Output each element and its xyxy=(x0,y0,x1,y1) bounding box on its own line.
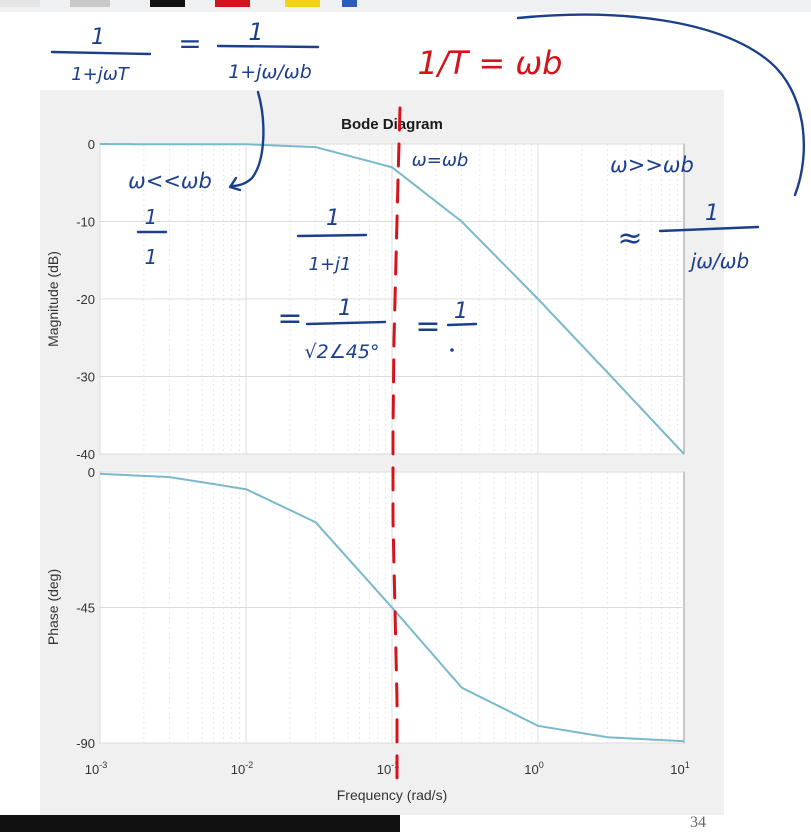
y-tick-label: 0 xyxy=(88,137,95,152)
phase-curve xyxy=(99,472,685,743)
magnitude-curve xyxy=(100,143,685,455)
mid2-numerator: 1 xyxy=(338,296,352,321)
mid3-fraction-bar xyxy=(446,322,478,327)
high-approx-sign: ≈ xyxy=(617,221,642,256)
color-swatch-yellow[interactable] xyxy=(285,0,320,7)
bottom-caption-bar xyxy=(0,815,400,832)
eq-left-denominator: 1+jωT xyxy=(71,64,131,85)
annotation-w-equal-wb: ω=ωb xyxy=(412,150,469,171)
color-swatch-blue[interactable] xyxy=(342,0,357,7)
top-toolbar-strip xyxy=(0,0,811,12)
eq-equals-sign: = xyxy=(178,27,201,60)
color-swatch-red[interactable] xyxy=(215,0,250,7)
mid-frequency-result: = 1 xyxy=(415,299,478,352)
annotation-breakpoint-equation: 1/T = ωb xyxy=(418,44,563,82)
x-tick-label: 10-3 xyxy=(85,760,107,777)
arrow-head-low-frequency xyxy=(228,176,242,192)
annotation-w-much-less-wb: ω<<ωb xyxy=(128,169,212,193)
magnitude-y-ticks: 0 -10 -20 -30 -40 xyxy=(76,137,95,462)
x-tick-label: 100 xyxy=(524,760,543,777)
mid3-denominator-dot xyxy=(450,348,454,352)
mid-denominator: 1+j1 xyxy=(309,254,352,275)
mid2-equals: = xyxy=(277,301,302,336)
color-swatch-gray[interactable] xyxy=(70,0,110,7)
eq-right-fraction-bar xyxy=(216,44,320,49)
eq-left-fraction-bar xyxy=(50,50,152,56)
page-number: 34 xyxy=(690,814,706,831)
y-tick-label: -10 xyxy=(76,215,95,230)
high-frequency-value: ≈ 1 jω/ωb xyxy=(617,201,760,273)
magnitude-y-axis-label: Magnitude (dB) xyxy=(45,251,61,347)
transfer-function-left: 1 1+jωT xyxy=(50,25,152,85)
arrow-to-low-frequency xyxy=(230,90,265,188)
chart-title: Bode Diagram xyxy=(341,116,443,133)
mid3-numerator: 1 xyxy=(454,299,468,324)
low-frequency-value: 1 1 xyxy=(136,205,168,269)
phase-axes: 0 -45 -90 10-3 10-2 10-1 100 101 Phase (deg) F… xyxy=(45,465,690,803)
x-tick-label: 10-2 xyxy=(231,760,253,777)
eq-left-numerator: 1 xyxy=(91,25,105,50)
arc-to-high-frequency xyxy=(516,13,805,197)
red-annotations: 1/T = ωb xyxy=(391,44,563,782)
mid-frequency-value: 1 1+j1 xyxy=(296,206,368,275)
low-denominator: 1 xyxy=(145,245,158,269)
phase-y-axis-label: Phase (deg) xyxy=(45,569,61,645)
high-fraction-bar xyxy=(658,225,760,233)
handwritten-annotations: 1 1+jωT = 1 1+jω/ωb ω<<ωb ω=ωb ω>>ωb 1 1… xyxy=(50,13,805,363)
frequency-x-ticks: 10-3 10-2 10-1 100 101 xyxy=(85,760,690,777)
breakpoint-dashed-line xyxy=(391,106,402,782)
eq-right-denominator: 1+jω/ωb xyxy=(228,61,312,83)
transfer-function-right: 1 1+jω/ωb xyxy=(216,18,320,83)
magnitude-axes: 0 -10 -20 -30 -40 Bode Diagram Magnitude (dB… xyxy=(45,116,685,462)
y-tick-label: -30 xyxy=(76,370,95,385)
magnitude-grid xyxy=(99,143,684,455)
mid-frequency-polar: = 1 √2∠45° xyxy=(277,296,387,363)
color-swatch-black[interactable] xyxy=(150,0,185,7)
mid-fraction-bar xyxy=(296,233,368,238)
color-swatch-white[interactable] xyxy=(0,0,40,7)
phase-y-ticks: 0 -45 -90 xyxy=(76,465,95,751)
y-tick-label: -90 xyxy=(76,736,95,751)
y-tick-label: -45 xyxy=(76,601,95,616)
eq-right-numerator: 1 xyxy=(248,18,263,46)
mid2-fraction-bar xyxy=(305,320,387,326)
high-numerator: 1 xyxy=(705,201,719,226)
mid2-denominator: √2∠45° xyxy=(305,341,380,363)
annotation-w-much-greater-wb: ω>>ωb xyxy=(610,153,694,177)
frequency-x-axis-label: Frequency (rad/s) xyxy=(337,787,447,803)
y-tick-label: -20 xyxy=(76,292,95,307)
mid3-equals: = xyxy=(415,309,440,344)
y-tick-label: -40 xyxy=(76,447,95,462)
mid-numerator: 1 xyxy=(326,206,340,231)
x-tick-label: 101 xyxy=(670,760,689,777)
x-tick-label: 10-1 xyxy=(377,760,399,777)
low-numerator: 1 xyxy=(145,205,158,229)
high-denominator: jω/ωb xyxy=(688,249,750,273)
y-tick-label: 0 xyxy=(88,465,95,480)
